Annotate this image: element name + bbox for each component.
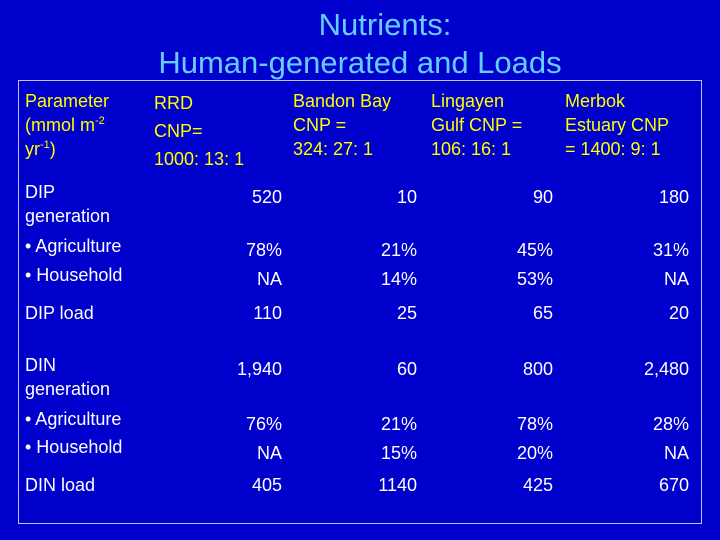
header-merbok-line2: Estuary CNP [565, 115, 670, 135]
dip-load-bandon: 25 [396, 303, 417, 323]
din-gen-bandon: 60 [396, 359, 417, 379]
dip-house-merbok: NA [663, 269, 689, 289]
header-parameter-line1: Parameter [25, 91, 110, 111]
din-load-merbok: 670 [658, 475, 689, 495]
header-lingayen-line1: Lingayen [431, 91, 505, 111]
row-label-din-agriculture: • Agriculture [25, 409, 122, 429]
header-parameter: Parameter (mmol m-2 yr-1) [25, 89, 109, 161]
dip-agri-bandon: 21% [380, 240, 417, 260]
header-rrd-line3: 1000: 13: 1 [154, 149, 245, 169]
dip-house-bandon: 14% [380, 269, 417, 289]
din-agri-lingayen: 78% [516, 414, 553, 434]
dip-house-lingayen: 53% [516, 269, 553, 289]
din-agri-rrd: 76% [245, 414, 282, 434]
title-line-2: Human-generated and Loads [158, 45, 562, 80]
header-bandon-line2: CNP = [293, 115, 347, 135]
din-load-rrd: 405 [251, 475, 282, 495]
header-bandon-line1: Bandon Bay [293, 91, 392, 111]
title-line-1: Nutrients: [318, 7, 452, 42]
din-house-bandon: 15% [380, 443, 417, 463]
header-rrd-line2: CNP= [154, 121, 203, 141]
dip-gen-bandon: 10 [396, 187, 417, 207]
header-bandon-line3: 324: 27: 1 [293, 139, 374, 159]
row-label-dip-generation: generation [25, 206, 111, 226]
din-agri-bandon: 21% [380, 414, 417, 434]
dip-agri-merbok: 31% [652, 240, 689, 260]
header-bandon: Bandon Bay CNP = 324: 27: 1 [293, 89, 391, 161]
row-label-dip-household: • Household [25, 265, 123, 285]
header-merbok: Merbok Estuary CNP = 1400: 9: 1 [565, 89, 669, 161]
row-label-dip-load: DIP load [25, 303, 94, 323]
dip-load-rrd: 110 [253, 303, 282, 323]
header-lingayen: Lingayen Gulf CNP = 106: 16: 1 [431, 89, 522, 161]
nutrients-table: Parameter (mmol m-2 yr-1) RRD CNP= 1000:… [18, 80, 702, 524]
row-label-din-household: • Household [25, 437, 123, 457]
dip-load-lingayen: 65 [532, 303, 553, 323]
din-gen-lingayen: 800 [522, 359, 553, 379]
header-merbok-line3: = 1400: 9: 1 [565, 139, 661, 159]
dip-gen-lingayen: 90 [532, 187, 553, 207]
dip-agri-rrd: 78% [245, 240, 282, 260]
din-house-rrd: NA [256, 443, 282, 463]
dip-agri-lingayen: 45% [516, 240, 553, 260]
din-load-lingayen: 425 [522, 475, 553, 495]
header-lingayen-line3: 106: 16: 1 [431, 139, 512, 159]
din-gen-rrd: 1,940 [236, 359, 282, 379]
din-house-merbok: NA [663, 443, 689, 463]
dip-house-rrd: NA [256, 269, 282, 289]
header-merbok-line1: Merbok [565, 91, 626, 111]
header-rrd: RRD CNP= 1000: 13: 1 [154, 89, 244, 173]
row-label-din-load: DIN load [25, 475, 96, 495]
row-label-din-generation: generation [25, 379, 111, 399]
din-agri-merbok: 28% [652, 414, 689, 434]
row-label-din: DIN [25, 355, 56, 375]
header-parameter-line3: yr-1) [25, 139, 56, 159]
din-house-lingayen: 20% [516, 443, 553, 463]
header-parameter-line2: (mmol m-2 [25, 115, 105, 135]
din-gen-merbok: 2,480 [643, 359, 689, 379]
din-load-bandon: 1140 [378, 475, 417, 495]
dip-gen-merbok: 180 [658, 187, 689, 207]
row-label-dip: DIP [25, 182, 56, 202]
header-lingayen-line2: Gulf CNP = [431, 115, 523, 135]
dip-gen-rrd: 520 [251, 187, 282, 207]
dip-load-merbok: 20 [668, 303, 689, 323]
header-rrd-line1: RRD [154, 93, 193, 113]
slide-title: Nutrients: Human-generated and Loads [0, 6, 720, 82]
row-label-dip-agriculture: • Agriculture [25, 236, 122, 256]
